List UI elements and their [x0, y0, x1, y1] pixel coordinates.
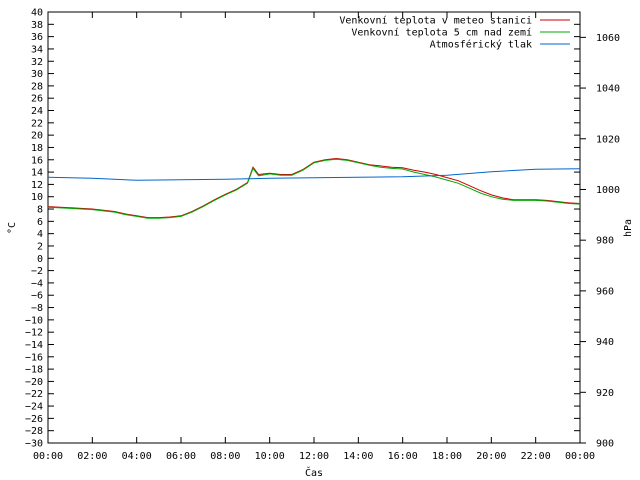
y-tick-label: −30: [25, 439, 43, 450]
y-tick-label: −12: [25, 328, 43, 339]
y-tick-label: −2: [31, 266, 43, 277]
y-tick-label: −14: [25, 340, 43, 351]
y2-tick-label: 940: [596, 337, 614, 348]
y-tick-label: −16: [25, 352, 43, 363]
legend-label: Venkovní teplota 5 cm nad zemí: [351, 27, 532, 39]
y-tick-label: 38: [31, 20, 43, 31]
y-tick-label: 0: [37, 254, 43, 265]
y2-tick-label: 1000: [596, 185, 620, 196]
y-tick-label: 24: [31, 106, 43, 117]
series-line-3: [47, 168, 581, 181]
y-tick-label: 6: [37, 217, 43, 228]
x-tick-label: 08:00: [210, 451, 240, 462]
y-axis-label: °C: [7, 222, 18, 234]
y-tick-label: 10: [31, 192, 43, 203]
y2-tick-label: 1020: [596, 134, 620, 145]
y2-tick-label: 960: [596, 286, 614, 297]
legend: Venkovní teplota v meteo staniciVenkovní…: [339, 15, 570, 51]
x-tick-label: 22:00: [521, 451, 551, 462]
x-tick-label: 20:00: [476, 451, 506, 462]
x-tick-label: 00:00: [33, 451, 63, 462]
y-tick-label: 8: [37, 205, 43, 216]
y-tick-label: −4: [31, 278, 43, 289]
y-tick-label: −24: [25, 402, 43, 413]
x-tick-label: 16:00: [388, 451, 418, 462]
x-tick-label: 18:00: [432, 451, 462, 462]
series-line-1: [47, 157, 581, 219]
x-axis-label: Čas: [305, 466, 323, 479]
plot-border: [47, 11, 581, 444]
legend-label: Atmosférický tlak: [430, 39, 532, 51]
y-tick-label: 16: [31, 155, 43, 166]
y-tick-label: −18: [25, 365, 43, 376]
x-tick-label: 12:00: [299, 451, 329, 462]
y-tick-label: 32: [31, 57, 43, 68]
y-tick-label: −6: [31, 291, 43, 302]
y-tick-label: −22: [25, 389, 43, 400]
y-tick-label: 28: [31, 81, 43, 92]
series-group: [47, 157, 581, 219]
y-tick-label: −10: [25, 315, 43, 326]
y-tick-label: 30: [31, 69, 43, 80]
x-tick-label: 10:00: [255, 451, 285, 462]
y-tick-label: 26: [31, 94, 43, 105]
y2-axis-label: hPa: [623, 219, 634, 237]
y-tick-label: 4: [37, 229, 43, 240]
series-line-2: [47, 158, 581, 219]
y2-tick-label: 980: [596, 236, 614, 247]
y-tick-label: 2: [37, 241, 43, 252]
x-tick-label: 04:00: [122, 451, 152, 462]
y-tick-label: 40: [31, 8, 43, 19]
y-tick-label: 36: [31, 32, 43, 43]
y-tick-label: 34: [31, 44, 43, 55]
x-tick-label: 02:00: [77, 451, 107, 462]
y2-tick-label: 1040: [596, 84, 620, 95]
y2-tick-label: 900: [596, 439, 614, 450]
y-tick-label: 22: [31, 118, 43, 129]
y-tick-label: −26: [25, 414, 43, 425]
y-axis-right: 900 920 940 960 980 1000 1020 1040 1060: [580, 33, 620, 450]
y-tick-label: 20: [31, 131, 43, 142]
y-tick-label: 18: [31, 143, 43, 154]
x-tick-label: 14:00: [343, 451, 373, 462]
legend-label: Venkovní teplota v meteo stanici: [339, 15, 532, 27]
x-tick-label: 06:00: [166, 451, 196, 462]
x-axis: 00:00 02:00 04:00 06:00 08:00 10:00 12:00 14:00…: [33, 12, 595, 462]
y2-tick-label: 1060: [596, 33, 620, 44]
y-tick-label: −8: [31, 303, 43, 314]
x-tick-label: 00:00: [565, 451, 595, 462]
y-tick-label: 14: [31, 168, 43, 179]
y-tick-label: −28: [25, 426, 43, 437]
y2-tick-label: 920: [596, 388, 614, 399]
y-axis-left: −30−28−26−24−22−20−18−16−14−12−10−8−6−4−…: [25, 8, 580, 450]
y-tick-label: −20: [25, 377, 43, 388]
y-tick-label: 12: [31, 180, 43, 191]
